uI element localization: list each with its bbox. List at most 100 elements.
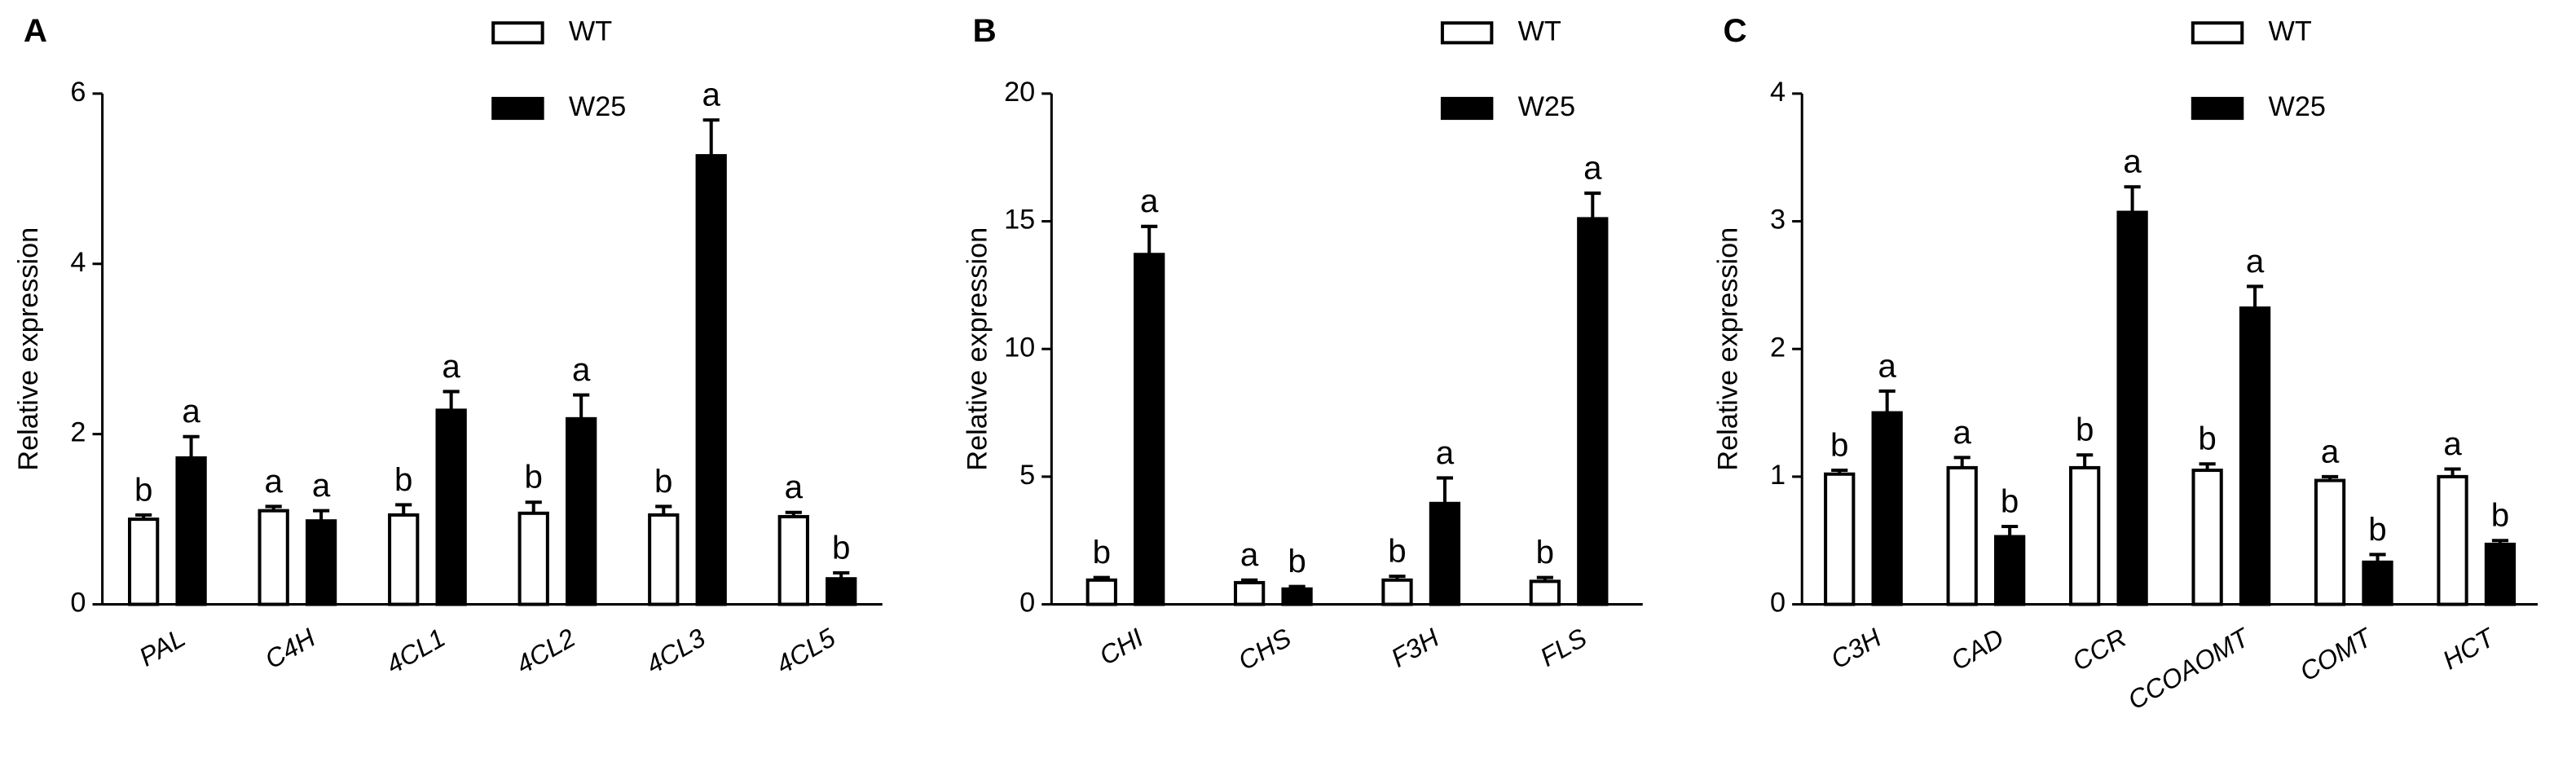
significance-letter: a: [442, 348, 460, 385]
significance-letter: a: [264, 463, 283, 500]
legend-swatch: [1440, 96, 1494, 121]
significance-letter: b: [1388, 533, 1406, 570]
bar: [777, 514, 809, 606]
bar: [1085, 578, 1117, 606]
error-bar: [395, 503, 412, 515]
legend-swatch: [1440, 21, 1494, 45]
significance-letter: a: [1878, 347, 1896, 384]
bar: [2069, 465, 2101, 606]
significance-letter: a: [1583, 149, 1602, 186]
significance-letter: a: [2321, 433, 2340, 469]
significance-letter: a: [785, 469, 804, 505]
significance-letter: a: [1140, 183, 1159, 219]
significance-letter: b: [1830, 426, 1848, 463]
significance-letter: b: [832, 529, 850, 566]
significance-letter: b: [1288, 543, 1306, 579]
significance-letter: a: [182, 393, 200, 429]
y-axis-label: Relative expression: [962, 227, 993, 471]
error-bar: [1953, 456, 1971, 468]
error-bar: [1878, 389, 1896, 413]
error-bar: [265, 504, 282, 511]
y-tick-label: 6: [70, 77, 86, 108]
legend-label: WT: [2269, 15, 2312, 46]
significance-letter: b: [2076, 412, 2094, 448]
y-tick-label: 4: [70, 247, 86, 278]
bar: [2362, 560, 2393, 606]
x-tick-label: 4CL1: [381, 623, 451, 680]
error-bar: [2444, 467, 2461, 477]
legend-swatch: [2191, 21, 2244, 45]
x-tick-label: FLS: [1535, 623, 1592, 672]
significance-letter: b: [525, 459, 543, 496]
significance-letter: a: [2246, 243, 2265, 280]
error-bar: [1584, 192, 1601, 219]
bar: [1824, 472, 1856, 606]
error-bar: [1288, 584, 1306, 589]
bar: [1529, 579, 1561, 606]
bar: [258, 509, 289, 606]
bar: [1993, 535, 2026, 606]
bar: [2116, 210, 2148, 606]
x-tick-label: CCOAOMT: [2123, 622, 2256, 716]
x-tick-label: PAL: [134, 623, 191, 672]
significance-letter: b: [2491, 497, 2509, 534]
significance-letter: b: [1093, 534, 1111, 570]
bar: [826, 577, 857, 606]
error-bar: [655, 504, 672, 515]
y-tick-label: 0: [1019, 588, 1035, 619]
error-bar: [2491, 539, 2509, 544]
y-tick-label: 10: [1004, 332, 1035, 363]
bar: [388, 513, 420, 606]
y-tick-label: 3: [1770, 205, 1786, 236]
error-bar: [1831, 469, 1848, 474]
panel-label: B: [973, 12, 997, 49]
legend-swatch: [491, 21, 544, 45]
bar: [1381, 578, 1413, 606]
error-bar: [443, 390, 460, 411]
error-bar: [1389, 575, 1406, 580]
bar: [1577, 217, 1609, 606]
error-bar: [1141, 224, 1158, 255]
significance-letter: b: [2368, 511, 2386, 548]
significance-letter: a: [2443, 425, 2462, 462]
x-tick-label: C4H: [260, 623, 320, 675]
significance-letter: a: [1436, 434, 1455, 471]
error-bar: [1536, 575, 1553, 582]
legend-label: W25: [2269, 91, 2326, 122]
x-tick-label: CCR: [2067, 623, 2131, 676]
y-tick-label: 2: [1770, 332, 1786, 363]
significance-letter: b: [2001, 482, 2019, 519]
legend-label: W25: [1518, 91, 1575, 122]
y-tick-label: 1: [1770, 460, 1786, 491]
bar: [517, 511, 549, 606]
error-bar: [2369, 553, 2386, 562]
bar: [695, 154, 727, 606]
x-tick-label: 4CL5: [771, 623, 840, 680]
significance-letter: a: [2123, 143, 2142, 180]
y-tick-label: 20: [1004, 77, 1035, 108]
bar: [566, 416, 597, 606]
error-bar: [135, 513, 152, 520]
significance-letter: a: [702, 77, 720, 113]
y-tick-label: 2: [70, 417, 86, 448]
significance-letter: a: [1953, 414, 1971, 451]
error-bar: [785, 510, 802, 517]
y-tick-label: 5: [1019, 460, 1035, 491]
error-bar: [573, 393, 590, 419]
y-axis-label: Relative expression: [1713, 227, 1744, 471]
error-bar: [1436, 476, 1454, 504]
bar: [128, 518, 160, 606]
bar: [648, 513, 680, 606]
x-tick-label: CHI: [1094, 623, 1148, 671]
error-bar: [2124, 185, 2141, 213]
significance-letter: b: [134, 471, 152, 508]
significance-letter: b: [2198, 421, 2216, 457]
y-tick-label: 0: [70, 588, 86, 619]
error-bar: [1093, 575, 1110, 580]
error-bar: [2246, 284, 2264, 309]
x-tick-label: C3H: [1826, 623, 1887, 675]
bar: [1946, 465, 1978, 606]
error-bar: [183, 434, 200, 458]
